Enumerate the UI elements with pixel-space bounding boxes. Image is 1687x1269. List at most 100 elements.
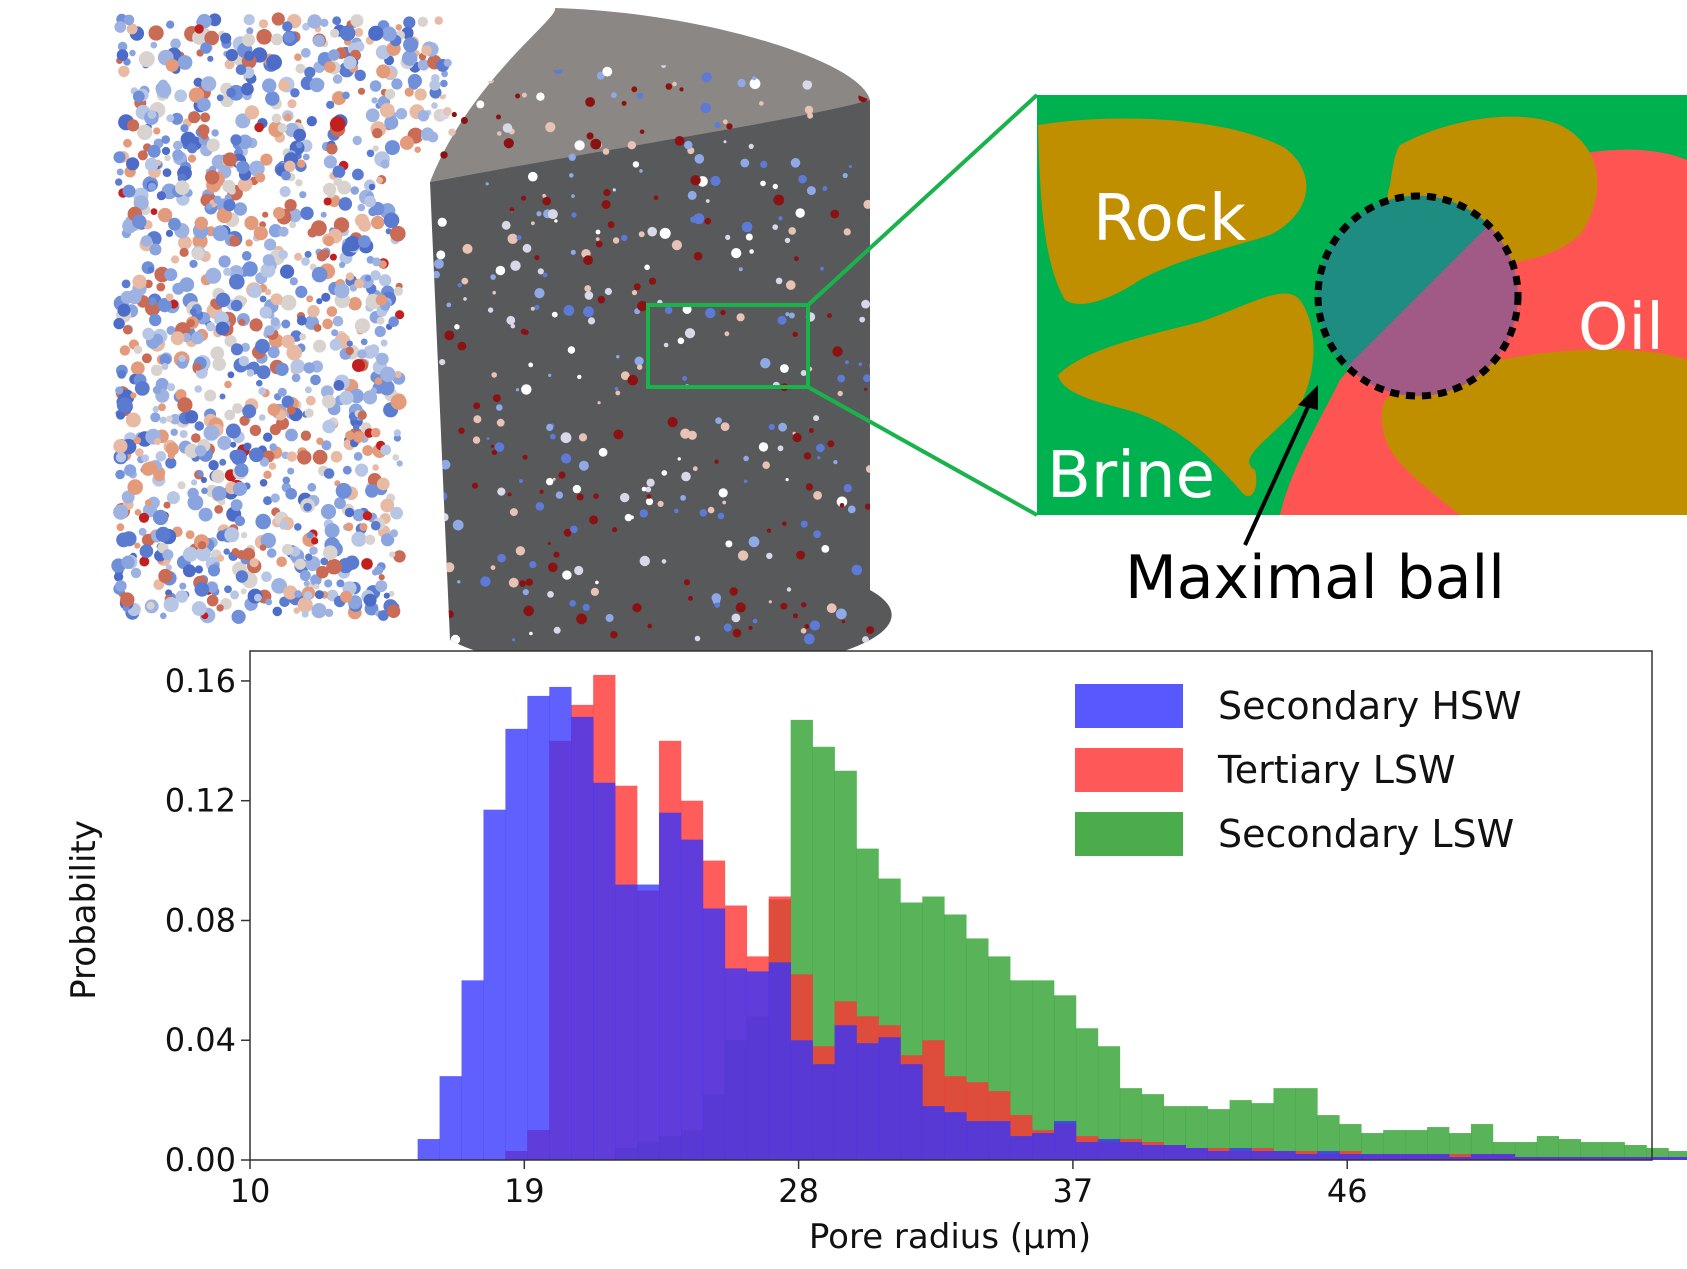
pore-sphere	[224, 585, 232, 594]
surface-pore	[827, 440, 835, 448]
surface-pore	[457, 283, 462, 288]
pore-sphere	[144, 499, 152, 507]
histogram-bar	[944, 1112, 967, 1160]
pore-sphere	[285, 488, 298, 500]
pore-sphere	[304, 408, 314, 418]
histogram-bar	[1273, 1088, 1296, 1160]
rock-grain-top-left	[1038, 118, 1307, 304]
pore-sphere	[352, 508, 366, 522]
histogram-bar	[702, 908, 726, 1160]
surface-pore	[863, 374, 871, 383]
pore-sphere	[242, 404, 257, 419]
surface-pore	[647, 623, 653, 629]
surface-pore	[644, 264, 650, 271]
surface-pore	[553, 551, 560, 558]
pore-sphere	[178, 235, 192, 250]
pore-sphere	[286, 344, 303, 361]
surface-pore	[548, 373, 552, 377]
pore-sphere	[326, 558, 342, 575]
pore-sphere	[384, 140, 400, 156]
pore-sphere	[211, 486, 227, 501]
pore-sphere	[115, 452, 127, 463]
surface-pore	[804, 624, 810, 629]
pore-sphere	[259, 306, 272, 319]
pore-sphere	[239, 415, 250, 426]
surface-pore	[682, 305, 692, 314]
pore-sphere	[201, 487, 208, 495]
pore-sphere	[386, 604, 401, 618]
pore-sphere	[395, 108, 408, 120]
surface-pore	[448, 128, 456, 136]
pore-sphere	[170, 38, 181, 49]
surface-pore	[548, 562, 558, 573]
surface-pore	[813, 530, 821, 539]
pore-sphere	[287, 99, 297, 109]
surface-pore	[550, 433, 556, 440]
pore-sphere	[271, 113, 282, 124]
surface-pore	[485, 182, 489, 186]
pore-sphere	[244, 50, 255, 62]
surface-pore	[536, 92, 545, 101]
pore-sphere	[310, 374, 321, 386]
plot-frame	[249, 650, 1653, 1161]
surface-pore	[542, 193, 546, 198]
surface-pore	[711, 593, 722, 603]
surface-pore	[802, 80, 813, 90]
zoom-connector-top	[806, 93, 1039, 307]
pore-sphere	[120, 592, 135, 607]
pore-sphere	[335, 482, 352, 499]
pore-sphere	[194, 385, 202, 393]
pore-sphere	[242, 547, 256, 561]
histogram-bar	[1141, 1145, 1165, 1160]
pore-sphere	[230, 134, 242, 146]
pore-sphere	[358, 235, 371, 248]
surface-pore	[497, 131, 502, 136]
pore-sphere	[281, 334, 295, 349]
pore-sphere	[211, 129, 219, 137]
pore-sphere	[332, 165, 346, 179]
surface-pore	[528, 362, 534, 368]
pore-sphere	[299, 191, 307, 199]
pore-sphere	[244, 105, 260, 120]
pore-sphere	[357, 87, 366, 95]
pore-sphere	[208, 460, 219, 471]
histogram-bar	[878, 1037, 901, 1160]
surface-pore	[681, 471, 691, 482]
pore-sphere	[312, 449, 328, 465]
surface-pore	[490, 444, 494, 448]
pore-sphere	[201, 76, 217, 92]
surface-pore	[672, 81, 677, 87]
pore-sphere	[376, 352, 389, 366]
maximal-ball-arrow-head	[1298, 385, 1318, 410]
pore-sphere	[140, 235, 153, 247]
pore-sphere	[113, 151, 126, 164]
pore-sphere	[121, 279, 131, 289]
pore-sphere	[180, 124, 189, 133]
histogram-bar	[1119, 1142, 1143, 1160]
pore-sphere	[241, 82, 254, 96]
pore-sphere	[339, 261, 346, 268]
surface-pore	[461, 277, 469, 285]
histogram-bar	[1251, 1103, 1274, 1160]
pore-sphere	[134, 381, 150, 396]
pore-sphere	[229, 235, 241, 247]
surface-pore	[826, 603, 837, 614]
maximal-ball-outline	[1314, 192, 1522, 400]
pore-sphere	[379, 103, 395, 118]
pore-sphere	[194, 216, 208, 230]
surface-pore	[434, 259, 444, 269]
surface-pore	[803, 452, 812, 460]
surface-pore	[752, 618, 758, 624]
pore-sphere	[286, 405, 296, 415]
pore-sphere	[200, 42, 212, 54]
pore-sphere	[328, 49, 340, 61]
pore-sphere	[224, 335, 237, 348]
pore-sphere	[207, 564, 221, 577]
y-tick-label: 0.08	[165, 901, 236, 939]
pore-sphere	[123, 14, 135, 26]
pore-sphere	[133, 195, 149, 211]
surface-pore	[620, 371, 630, 381]
pore-sphere	[304, 250, 312, 258]
pore-sphere	[303, 502, 312, 512]
pore-sphere	[270, 33, 283, 46]
